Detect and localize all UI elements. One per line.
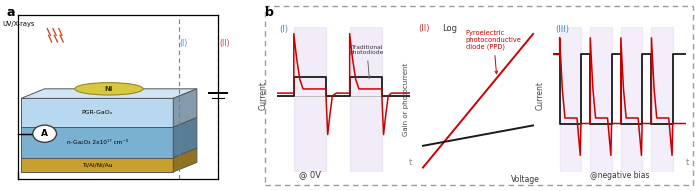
Circle shape: [33, 125, 57, 142]
Text: Current: Current: [536, 81, 544, 110]
Text: @negative bias: @negative bias: [589, 171, 650, 180]
Text: PGR-GaOₓ: PGR-GaOₓ: [81, 110, 113, 115]
Text: Voltage: Voltage: [510, 175, 540, 184]
Text: Current: Current: [259, 81, 267, 110]
Text: b: b: [265, 6, 274, 19]
Text: n-Ga₂O₃ 2x10¹⁷ cm⁻³: n-Ga₂O₃ 2x10¹⁷ cm⁻³: [66, 140, 127, 145]
Text: UV/X-rays: UV/X-rays: [3, 21, 35, 27]
Polygon shape: [21, 117, 197, 127]
Text: Traditional
photodiode: Traditional photodiode: [350, 45, 384, 78]
Text: Log: Log: [442, 24, 457, 33]
Polygon shape: [174, 148, 197, 172]
Polygon shape: [21, 127, 174, 158]
Polygon shape: [21, 148, 197, 158]
Ellipse shape: [75, 83, 143, 95]
Bar: [621, 27, 642, 172]
Text: t: t: [686, 158, 689, 167]
Text: (I): (I): [279, 25, 288, 34]
Text: Gain or photocurrent: Gain or photocurrent: [403, 63, 409, 136]
Text: (II): (II): [418, 24, 429, 33]
Text: (III): (III): [556, 25, 570, 34]
Text: (II): (II): [219, 39, 230, 48]
Bar: [590, 27, 612, 172]
Bar: [652, 27, 673, 172]
Polygon shape: [174, 89, 197, 127]
Text: @ 0V: @ 0V: [299, 171, 321, 180]
Polygon shape: [21, 89, 197, 98]
Text: t: t: [410, 158, 412, 167]
Text: a: a: [6, 6, 15, 19]
Polygon shape: [174, 117, 197, 158]
Polygon shape: [21, 158, 174, 172]
Text: A: A: [41, 129, 48, 138]
FancyBboxPatch shape: [265, 6, 694, 185]
Text: (I): (I): [180, 39, 188, 48]
Polygon shape: [21, 98, 174, 127]
Bar: [560, 27, 581, 172]
Bar: [349, 27, 382, 172]
Text: Ti/Al/Ni/Au: Ti/Al/Ni/Au: [82, 162, 113, 167]
Text: Pyroelectric
photoconductive
diode (PPD): Pyroelectric photoconductive diode (PPD): [466, 30, 522, 74]
Text: Ni: Ni: [105, 86, 113, 92]
Bar: [294, 27, 326, 172]
